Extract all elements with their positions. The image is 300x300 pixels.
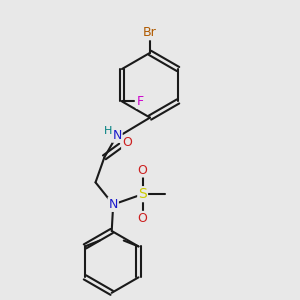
Text: O: O bbox=[138, 212, 148, 225]
Text: S: S bbox=[138, 187, 147, 201]
Text: H: H bbox=[104, 126, 112, 136]
Text: F: F bbox=[136, 95, 144, 108]
Text: O: O bbox=[138, 164, 148, 176]
Text: N: N bbox=[112, 129, 122, 142]
Text: O: O bbox=[122, 136, 132, 149]
Text: Br: Br bbox=[143, 26, 157, 39]
Text: N: N bbox=[109, 198, 118, 211]
